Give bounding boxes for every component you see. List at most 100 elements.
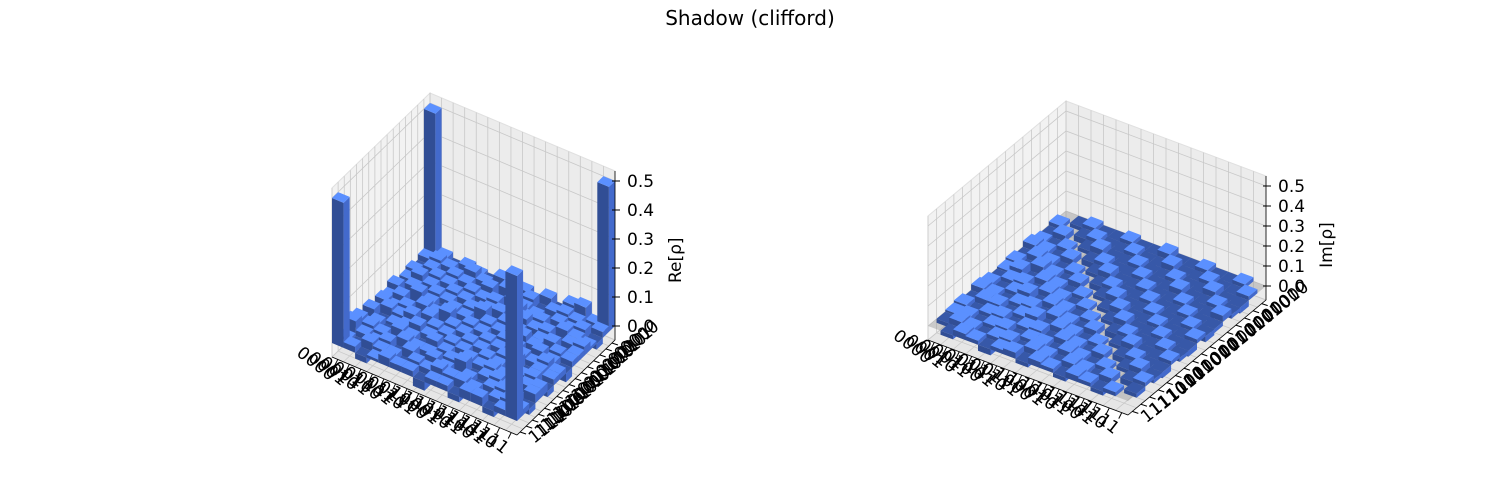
bar-face [482,406,494,418]
bar-top [332,192,350,203]
bar-face [1179,350,1189,362]
bar-top [1121,333,1143,345]
bar-face [1180,322,1194,332]
z-tick-label: 0.2 [627,259,654,279]
bar-top [1034,269,1056,282]
bar [1097,261,1119,280]
bar-top [461,331,479,343]
bar-top [444,316,462,327]
bar-face [936,318,950,328]
bar-face [1188,343,1197,357]
bar-face [1133,337,1143,351]
bar-top [425,331,444,342]
bar-face [1012,312,1025,321]
z-tick-label: 0.1 [1278,257,1305,277]
bar-face [401,366,413,378]
bar-top [415,295,434,307]
bar-face [424,376,437,387]
bar-top [1091,342,1113,355]
bar-top [1131,266,1153,278]
bar-face [1113,316,1126,328]
bar-face [596,337,603,350]
bar-top [1103,380,1125,393]
bar-face [1093,294,1106,303]
bar-top [1175,338,1197,351]
bar-face [1231,307,1241,319]
x-tick [507,432,512,439]
bar-top [387,274,405,286]
bar-top [437,341,456,353]
bar-top [1030,255,1052,268]
bar-top [479,313,498,325]
bar-face [1127,261,1141,271]
bar-face [1102,242,1112,256]
bar-top [1095,356,1117,369]
z-tick-label: 0.4 [1278,197,1305,217]
bar-face [1171,353,1180,366]
bar-top [478,330,497,342]
y-tick [1158,389,1165,393]
bar-face [1194,265,1208,275]
bar-face [1004,288,1018,297]
bar-top [953,293,975,306]
y-tick [599,354,606,358]
bar-face [454,357,466,374]
bar-top [459,368,478,379]
bar-face [1222,308,1232,322]
y-tick [587,366,594,370]
bar-top [422,275,441,287]
bar [560,350,579,368]
bar-top [1026,245,1048,258]
bar-top [1024,338,1046,351]
bar-face [1158,356,1172,366]
bar-face [547,385,554,398]
bar-top [1128,356,1150,369]
bar-top [560,350,579,362]
bar-face [1069,222,1083,232]
bar [1003,340,1025,359]
bar-face [1015,345,1025,359]
bar-face [1065,371,1078,383]
bar-face [542,374,554,386]
bar-face [1072,292,1085,302]
bar [470,386,489,407]
z-axis-label: Re[ρ] [666,237,686,283]
bar-face [578,349,585,362]
bar-face [1143,308,1156,318]
bar-top [1198,270,1220,283]
y-tick [519,431,527,435]
bar-top [999,329,1021,341]
bar-face [1053,361,1062,373]
x-tick [392,383,397,391]
bar-face [1065,228,1074,242]
bar-face [1077,246,1091,256]
bar-face [608,181,615,332]
bar-face [447,380,454,392]
y-tick [568,384,576,388]
bar-top [429,250,447,261]
bar [1099,366,1121,385]
bar-top [1101,275,1123,288]
bar-top [398,296,416,308]
bar-face [447,391,460,403]
gridline [927,130,1267,247]
bar-top [490,338,509,350]
bar-top [572,336,591,347]
bar-top [470,386,489,398]
bar-face [343,342,356,353]
bar-top [435,247,454,258]
y-tick [1235,324,1242,328]
x-tick [345,364,350,371]
bar-face [412,365,420,378]
bar-top [459,382,477,393]
gridline [927,190,1267,307]
z-tick-label: 0.4 [627,201,654,221]
bar-face [493,405,506,417]
bar-top [489,369,507,380]
bar-face [1119,237,1133,247]
bar-face [1016,323,1029,333]
bar-face [523,389,536,404]
bar-face [1153,372,1163,384]
bar-top [401,360,420,372]
bar-top [491,321,509,333]
